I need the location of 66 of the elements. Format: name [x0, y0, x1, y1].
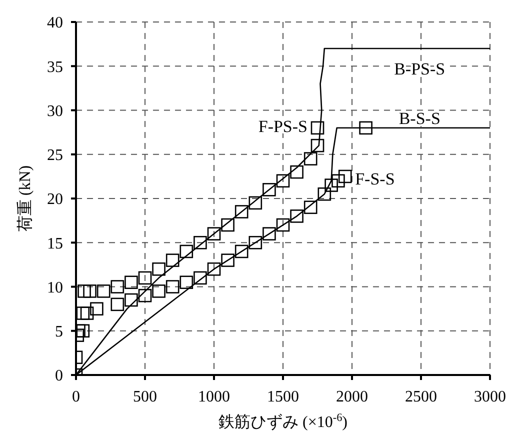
y-tick-label: 15: [47, 235, 63, 252]
y-axis-title: 荷重 (kN): [16, 165, 34, 232]
point: [290, 165, 304, 179]
point: [152, 284, 166, 298]
point: [180, 276, 194, 289]
y-tick-label: 40: [47, 14, 63, 32]
series-label: B-PS-S: [394, 59, 446, 78]
x-tick-label: 500: [133, 388, 157, 406]
series-label: F-PS-S: [258, 116, 308, 136]
point: [207, 262, 221, 276]
y-tick-label: 20: [47, 191, 63, 208]
point: [234, 205, 248, 218]
point: [310, 138, 324, 152]
point: [304, 152, 318, 166]
x-axis-title: 鉄筋ひずみ (×10$^{-6}$): [218, 412, 348, 431]
x-tick-label: 2000: [336, 388, 368, 406]
x-tick-label: 3000: [474, 388, 506, 406]
point: [338, 170, 352, 184]
point: [110, 298, 124, 312]
point: [248, 196, 262, 210]
series-label: F-S-S: [355, 169, 395, 188]
point: [124, 293, 138, 307]
point: [152, 262, 166, 276]
point: [207, 227, 221, 240]
point: [221, 218, 234, 232]
x-tick-label: 1000: [198, 388, 230, 406]
point: [234, 244, 248, 258]
point: [194, 271, 207, 285]
x-tick-label: 2500: [405, 388, 437, 406]
x-tick-label: 1500: [267, 388, 299, 406]
point: [78, 284, 91, 298]
point: [83, 284, 96, 298]
point: [138, 271, 152, 285]
point: [318, 187, 332, 201]
point: [194, 236, 207, 250]
point: [110, 280, 124, 294]
point: [124, 276, 138, 289]
point: [90, 302, 104, 316]
point: [276, 174, 290, 188]
point: [76, 306, 90, 320]
y-tick-label: 30: [47, 102, 63, 120]
point: [262, 227, 276, 240]
point: [221, 254, 234, 267]
series-label: B-S-S: [398, 108, 440, 128]
point: [262, 183, 276, 196]
point: [248, 236, 262, 250]
point: [80, 306, 94, 320]
y-tick-label: 35: [47, 58, 63, 76]
y-tick-label: 0: [55, 368, 63, 385]
point: [96, 284, 110, 298]
y-tick-label: 5: [55, 324, 63, 341]
point: [276, 218, 290, 232]
point: [166, 280, 180, 294]
point: [138, 288, 152, 302]
point: [324, 178, 338, 192]
point: [180, 244, 194, 258]
point: [332, 174, 345, 188]
point: [304, 200, 318, 214]
point: [359, 121, 372, 135]
x-tick-label: 0: [72, 388, 80, 406]
point: [166, 254, 180, 267]
y-tick-label: 10: [47, 279, 63, 296]
point: [290, 210, 304, 223]
point: [76, 324, 90, 338]
point: [310, 121, 324, 135]
y-tick-label: 25: [47, 147, 63, 164]
